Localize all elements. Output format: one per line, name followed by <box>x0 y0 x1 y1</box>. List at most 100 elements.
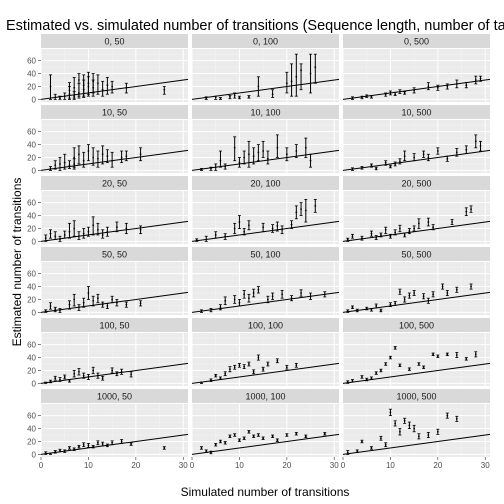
panel-background <box>192 262 339 315</box>
data-point <box>394 93 397 96</box>
data-point <box>130 443 132 445</box>
data-point <box>455 151 458 154</box>
data-point <box>210 167 212 170</box>
data-point <box>351 379 354 382</box>
data-point <box>248 153 250 156</box>
data-point <box>309 295 312 298</box>
x-tick-label: 30 <box>330 461 339 470</box>
facet-panel: 20, 50 0 20 40 60 <box>27 176 189 246</box>
facet-strip <box>343 34 490 48</box>
data-point <box>233 434 236 436</box>
data-point <box>262 437 265 440</box>
y-tick-label: 0 <box>32 308 37 317</box>
y-axis-label: Estimated number of transitions <box>10 178 24 347</box>
data-point <box>92 86 95 89</box>
panel-background <box>343 191 490 244</box>
facet-strip <box>41 176 188 190</box>
data-point <box>384 363 387 365</box>
data-point <box>243 437 246 440</box>
data-point <box>205 238 208 241</box>
gridlines <box>342 49 490 102</box>
data-point <box>73 86 76 89</box>
facet-panel: 1000, 50 0 20 40 60 0 10 20 30 <box>27 389 188 470</box>
data-point <box>446 353 449 356</box>
data-point <box>205 97 208 100</box>
data-point <box>455 354 458 356</box>
facet-panel: 100, 50 0 20 40 60 <box>27 318 189 388</box>
data-point <box>295 432 298 435</box>
data-point <box>92 299 95 302</box>
data-point <box>78 306 80 309</box>
data-point <box>389 92 392 94</box>
data-point <box>427 85 430 88</box>
data-point <box>351 306 354 309</box>
facet-strip <box>192 176 339 190</box>
data-point <box>92 445 95 448</box>
facet-panel: 50, 50 0 20 40 60 <box>27 247 189 317</box>
data-point <box>309 72 312 75</box>
y-tick-label: 40 <box>27 141 36 150</box>
x-tick-label: 30 <box>179 461 188 470</box>
data-point <box>238 221 241 223</box>
data-point <box>399 227 401 230</box>
data-point <box>446 157 449 160</box>
data-point <box>413 227 416 230</box>
data-point <box>68 447 71 449</box>
data-point <box>115 372 118 375</box>
data-point <box>106 230 109 233</box>
data-point <box>78 92 80 94</box>
panel-background <box>41 191 188 244</box>
facet-label: 20, 50 <box>102 179 127 189</box>
data-point <box>408 424 411 427</box>
data-point <box>54 235 57 238</box>
data-point <box>252 435 255 438</box>
panel-background <box>41 333 188 386</box>
data-point <box>346 310 349 313</box>
data-point <box>214 166 217 169</box>
data-point <box>73 163 76 165</box>
facet-label: 50, 50 <box>102 250 127 260</box>
data-point <box>97 297 99 300</box>
data-point <box>195 239 198 242</box>
data-point <box>205 450 208 453</box>
gridlines <box>40 191 188 244</box>
data-point <box>252 155 255 158</box>
data-point <box>285 434 288 436</box>
data-point <box>214 374 217 377</box>
panel-background <box>41 120 188 173</box>
data-point <box>49 85 52 88</box>
data-point <box>49 305 52 307</box>
data-point <box>59 449 61 452</box>
data-point <box>238 301 241 304</box>
data-point <box>73 227 76 230</box>
data-point <box>365 378 368 381</box>
data-point <box>361 166 363 169</box>
data-point <box>92 224 95 227</box>
data-point <box>432 353 434 356</box>
x-tick-label: 0 <box>190 461 195 470</box>
data-point <box>125 227 128 230</box>
data-point <box>78 370 80 373</box>
facet-label: 20, 500 <box>401 179 431 189</box>
panel-background <box>192 120 339 173</box>
facet-strip <box>192 34 339 48</box>
data-point <box>399 364 401 367</box>
data-point <box>304 209 307 212</box>
data-point <box>422 153 425 156</box>
data-point <box>394 302 397 305</box>
data-point <box>111 159 114 162</box>
x-tick-label: 10 <box>386 461 395 470</box>
data-point <box>365 95 368 98</box>
data-point <box>384 443 387 446</box>
data-point <box>44 452 47 455</box>
data-point <box>271 93 274 96</box>
reference-line <box>40 362 189 384</box>
data-point <box>375 167 378 170</box>
data-point <box>403 298 406 301</box>
data-point <box>214 234 217 236</box>
data-point <box>233 146 236 149</box>
data-point <box>49 167 52 170</box>
data-point <box>101 377 104 380</box>
facet-panel: 10, 100 <box>191 105 340 173</box>
